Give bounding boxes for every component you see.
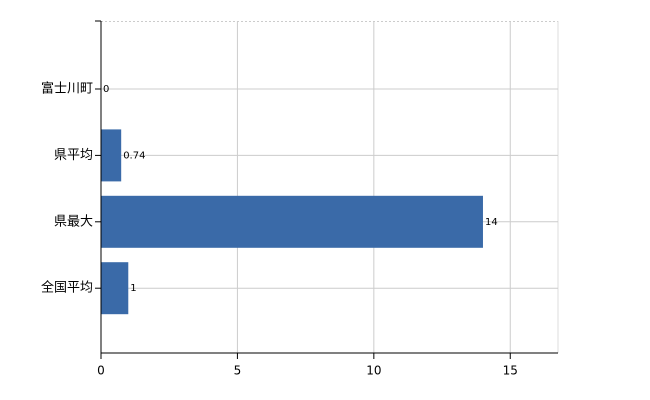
bar (101, 195, 483, 248)
x-tick-label: 10 (366, 364, 381, 378)
value-label: 14 (485, 217, 498, 228)
x-tick-label: 15 (503, 364, 518, 378)
y-tick-label: 県最大 (54, 214, 93, 229)
bar (101, 262, 129, 315)
value-label: 0 (103, 84, 109, 95)
bar (101, 129, 122, 182)
y-tick-label: 県平均 (54, 148, 93, 163)
y-tick-label: 富士川町 (41, 81, 93, 97)
value-label: 1 (130, 283, 136, 294)
y-tick-label: 全国平均 (41, 280, 93, 296)
x-tick-label: 5 (234, 364, 242, 378)
value-label: 0.74 (123, 150, 145, 161)
x-tick-label: 0 (97, 364, 105, 378)
